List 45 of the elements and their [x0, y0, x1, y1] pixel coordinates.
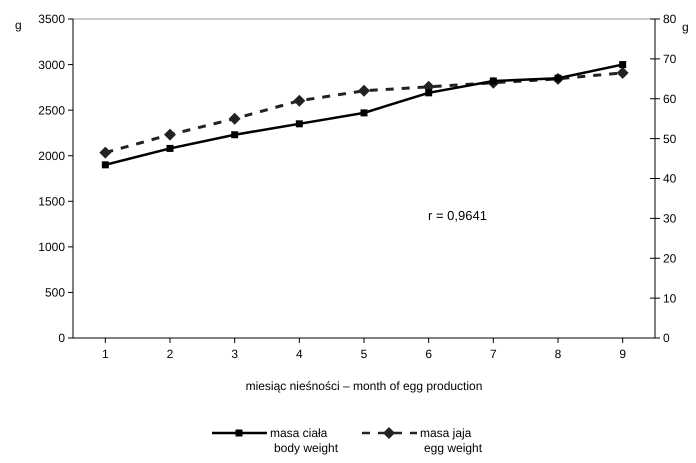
y2-tick-label: 30 [663, 212, 677, 226]
point [166, 144, 174, 152]
y2-tick-label: 20 [663, 251, 677, 266]
y-tick-label: 500 [44, 286, 66, 300]
point [164, 128, 176, 141]
y2-tick-label: 0 [663, 331, 670, 346]
x-tick-label: 6 [425, 347, 432, 361]
y-tick-label: 3000 [38, 58, 66, 72]
legend-label: masa ciała body weight [270, 426, 339, 455]
y2-tick-label: 40 [663, 172, 677, 186]
x-axis-title: miesiąc nieśności – month of egg production [246, 379, 482, 393]
y2-tick-label: 50 [663, 132, 677, 146]
point [102, 161, 109, 168]
point [228, 112, 241, 125]
y2-tick-label: 10 [663, 291, 677, 306]
point [231, 131, 238, 138]
y2-tick-label: 70 [663, 52, 677, 66]
y-tick-label: 2000 [38, 148, 66, 163]
y-axis-title: g [15, 18, 22, 32]
x-tick-label: 3 [231, 347, 238, 361]
x-tick-label: 2 [166, 347, 174, 361]
point [425, 89, 432, 96]
y-tick-label: 2500 [38, 103, 66, 118]
y2-axis-title: g [682, 20, 689, 34]
point [358, 84, 370, 97]
point [360, 109, 368, 116]
x-tick-label: 1 [102, 347, 109, 361]
y-tick-label: 1000 [38, 240, 66, 254]
x-tick-label: 9 [619, 347, 626, 361]
legend-label: masa jaja egg weight [420, 426, 483, 455]
x-tick-label: 5 [360, 347, 368, 361]
point [293, 94, 306, 107]
annotation: r = 0,9641 [428, 208, 487, 223]
y-tick-label: 1500 [38, 194, 66, 208]
y2-tick-label: 80 [663, 12, 677, 26]
y-tick-label: 3500 [38, 12, 66, 26]
x-tick-label: 8 [554, 347, 562, 361]
x-tick-label: 4 [296, 347, 303, 361]
point [619, 61, 626, 68]
point [99, 146, 112, 159]
y2-tick-label: 60 [663, 92, 677, 106]
y-tick-label: 0 [58, 331, 66, 346]
x-tick-label: 7 [490, 347, 497, 361]
point [616, 66, 629, 79]
point [296, 120, 303, 128]
